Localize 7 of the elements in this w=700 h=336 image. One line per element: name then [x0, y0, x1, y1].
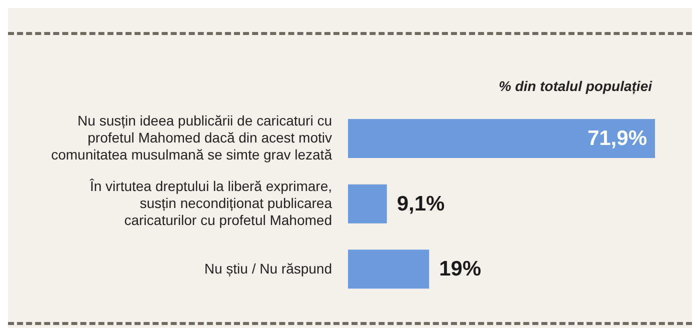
text: % din totalul populației [498, 78, 652, 94]
y-tick-label: Nu știu / Nu răspund [204, 260, 332, 276]
y-tick-label: În virtutea dreptului la liberă exprimare, susțin necondiționat publicarea caricaturilor cu profetul Mahomed [88, 178, 332, 228]
y-tick-label: Nu susțin ideea publicării de caricaturi cu profetul Mahomed dacă din acest motiv comunitatea musulmană se simte grav lezată [51, 112, 332, 162]
data-label: 19% [439, 258, 482, 281]
data-label: 71,9% [587, 127, 648, 150]
data-label: 9,1% [396, 192, 446, 216]
